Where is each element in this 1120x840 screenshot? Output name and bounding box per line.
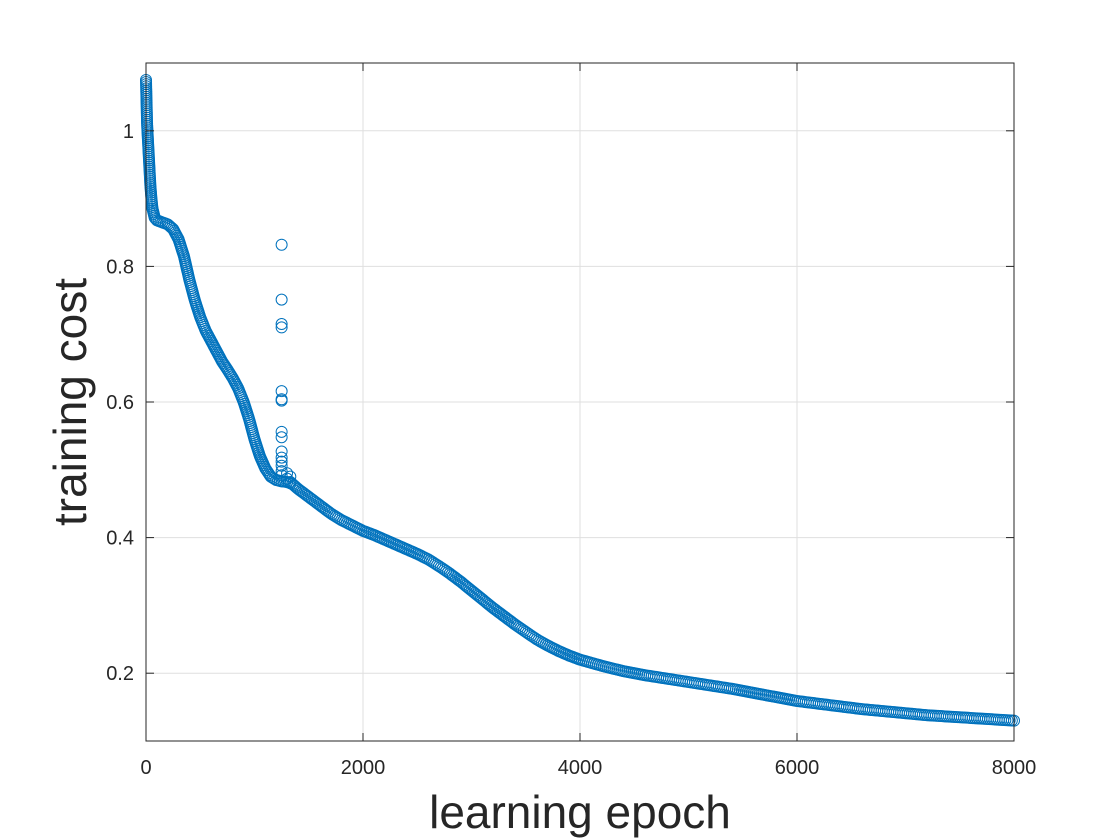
outlier-point bbox=[275, 293, 288, 306]
outlier-point bbox=[275, 445, 288, 458]
y-axis-label: training cost bbox=[44, 278, 96, 526]
data-series bbox=[275, 238, 297, 489]
outlier-point bbox=[275, 321, 288, 334]
outlier-point bbox=[275, 431, 288, 444]
outlier-point bbox=[275, 385, 288, 398]
outlier-point bbox=[275, 451, 288, 464]
y-tick-label: 0.4 bbox=[106, 528, 134, 550]
y-tick-label: 0.6 bbox=[106, 392, 134, 414]
outlier-point bbox=[284, 470, 297, 483]
x-tick-label: 2000 bbox=[341, 757, 386, 779]
axis-ticks bbox=[145, 63, 1015, 741]
data-point bbox=[482, 598, 495, 611]
data-point bbox=[484, 599, 497, 612]
outlier-point bbox=[275, 425, 288, 438]
outlier-point bbox=[284, 476, 297, 489]
outlier-point bbox=[275, 238, 288, 251]
y-tick-label: 0.2 bbox=[106, 663, 134, 685]
y-tick-label: 1 bbox=[123, 121, 134, 143]
tick-labels: 0 2000 4000 6000 8000 0.2 0.4 0.6 0.8 1 bbox=[106, 121, 1036, 779]
outlier-point bbox=[281, 467, 294, 480]
x-axis-label: learning epoch bbox=[429, 786, 731, 838]
x-tick-label: 8000 bbox=[992, 757, 1037, 779]
outlier-point bbox=[275, 318, 288, 331]
x-tick-label: 6000 bbox=[775, 757, 820, 779]
data-point bbox=[453, 574, 466, 587]
x-tick-label: 4000 bbox=[558, 757, 603, 779]
outlier-point bbox=[281, 472, 294, 485]
x-tick-label: 0 bbox=[140, 757, 151, 779]
y-tick-label: 0.8 bbox=[106, 256, 134, 278]
outlier-point bbox=[275, 394, 288, 407]
outlier-point bbox=[275, 455, 288, 468]
